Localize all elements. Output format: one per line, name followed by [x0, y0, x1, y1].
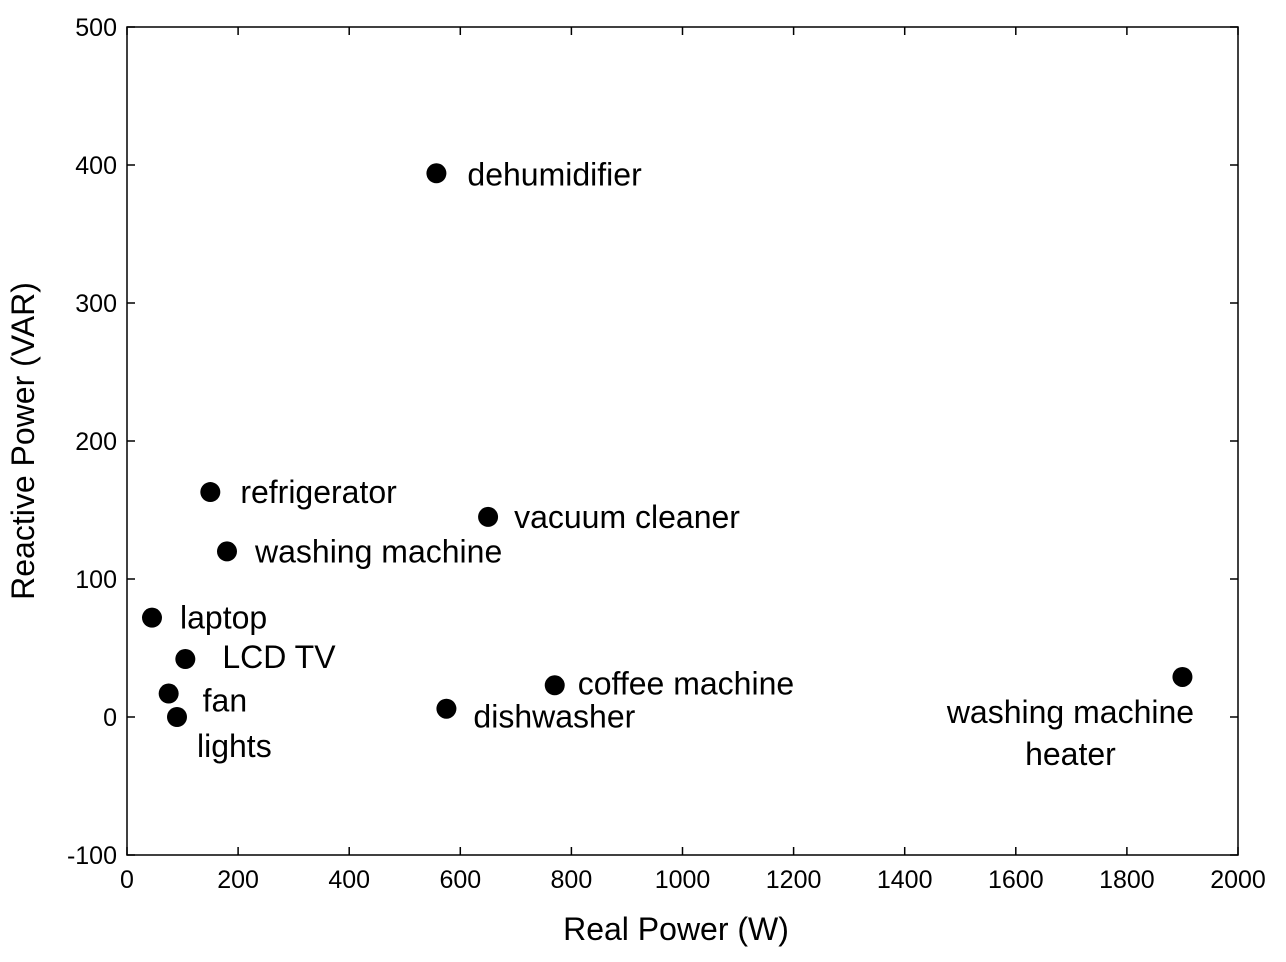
y-axis-title: Reactive Power (VAR): [5, 282, 41, 600]
data-point: [544, 675, 565, 696]
data-point: [426, 163, 447, 184]
point-label: heater: [1025, 736, 1116, 772]
point-label: vacuum cleaner: [514, 499, 740, 535]
y-tick-label: 0: [103, 704, 117, 732]
point-label: washing machine: [254, 533, 502, 569]
y-tick-label: 300: [75, 290, 117, 318]
y-tick-label: 200: [75, 428, 117, 456]
data-point: [200, 482, 221, 503]
point-label: dishwasher: [473, 699, 635, 735]
point-label: laptop: [180, 600, 267, 636]
point-label: dehumidifier: [467, 156, 642, 192]
data-point: [141, 607, 162, 628]
x-tick-label: 1800: [1099, 866, 1155, 894]
axis-ticks: 0 200 400 600 800 1000 1200 1400 1600 1800 2000-10…: [67, 14, 1266, 894]
data-point: [436, 698, 457, 719]
data-point: [1172, 666, 1193, 687]
x-tick-label: 400: [328, 866, 370, 894]
data-points: dehumidifier refrigerator vacuum cleaner wa…: [141, 156, 1194, 772]
x-tick-label: 0: [120, 866, 134, 894]
point-label: washing machine: [946, 694, 1194, 730]
y-tick-label: 400: [75, 152, 117, 180]
x-tick-label: 800: [551, 866, 593, 894]
y-tick-label: 100: [75, 566, 117, 594]
data-point: [158, 683, 179, 704]
x-tick-label: 600: [439, 866, 481, 894]
y-tick-label: -100: [67, 842, 117, 870]
y-tick-label: 500: [75, 14, 117, 42]
x-tick-label: 1000: [655, 866, 711, 894]
x-tick-label: 1200: [766, 866, 822, 894]
point-label: coffee machine: [578, 665, 794, 701]
x-tick-label: 1400: [877, 866, 933, 894]
data-point: [478, 506, 499, 527]
x-tick-label: 200: [217, 866, 259, 894]
x-tick-label: 2000: [1210, 866, 1266, 894]
point-label: lights: [197, 728, 272, 764]
data-point: [216, 541, 237, 562]
point-label: refrigerator: [240, 474, 397, 510]
point-label: fan: [203, 683, 247, 719]
x-tick-label: 1600: [988, 866, 1044, 894]
data-point: [166, 707, 187, 727]
data-point: [175, 649, 196, 670]
point-label: LCD TV: [222, 639, 336, 675]
plot-area: [126, 26, 1239, 856]
x-axis-title: Real Power (W): [563, 911, 789, 947]
